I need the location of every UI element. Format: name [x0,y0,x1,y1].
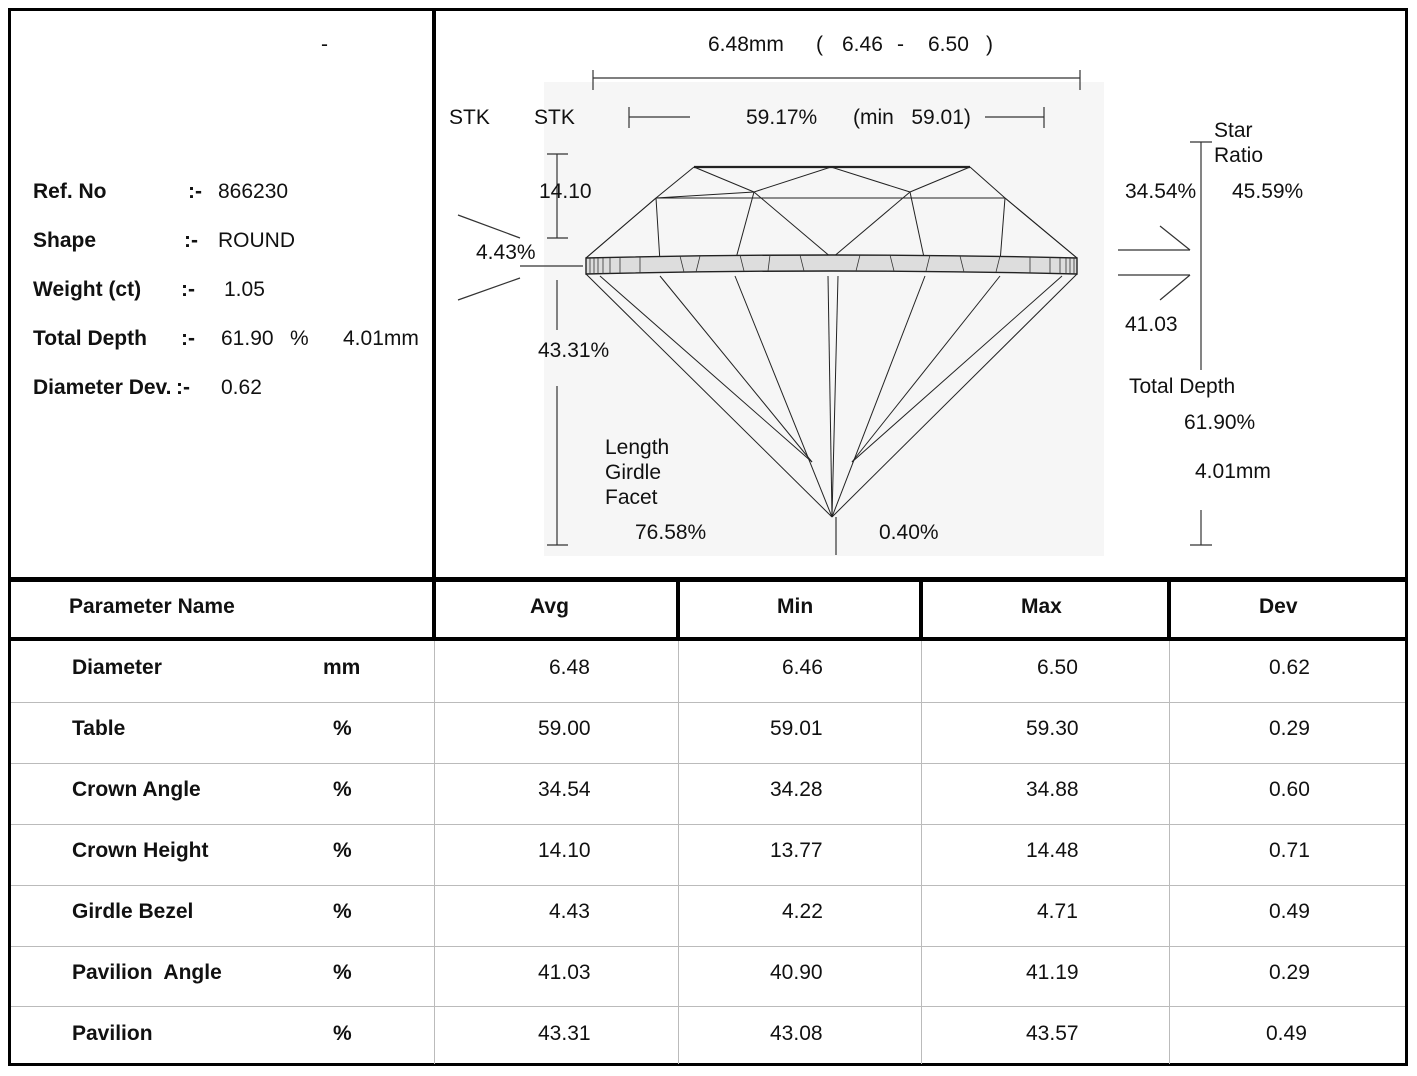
ref-no-sep: :- [188,180,202,203]
row-min: 34.28 [770,778,823,801]
row-avg: 34.54 [538,778,591,801]
row-avg: 59.00 [538,717,591,740]
row-max: 6.50 [1037,656,1078,679]
row-min: 13.77 [770,839,823,862]
lgf-value: 76.58% [635,521,707,544]
row-min: 40.90 [770,961,823,984]
table-min: (min 59.01) [853,106,971,129]
row-avg: 6.48 [549,656,590,679]
total-depth-diagram-pct: 61.90% [1184,411,1256,434]
diameter-dev-sep: :- [176,376,190,399]
row-name: Pavilion [72,1022,153,1045]
ratio-label: Ratio [1214,144,1264,167]
row-min: 43.08 [770,1022,823,1045]
diameter-range-dash: - [897,33,904,56]
row-name: Crown Angle [72,778,201,801]
row-unit: % [333,717,352,740]
star-ratio-value: 45.59% [1232,180,1304,203]
row-dev: 0.49 [1269,900,1310,923]
row-unit: % [333,839,352,862]
total-depth-diagram-mm: 4.01mm [1195,460,1271,483]
crown-angle-value: 34.54% [1125,180,1197,203]
total-depth-unit: % [290,327,309,350]
header-dev: Dev [1259,595,1298,618]
row-max: 14.48 [1026,839,1079,862]
total-depth-label: Total Depth [33,327,147,350]
pavilion-depth-value: 43.31% [538,339,610,362]
diagram-background [544,82,1104,556]
top-divider [432,8,436,582]
weight-sep: :- [181,278,195,301]
ref-no-value: 866230 [218,180,289,203]
header-avg: Avg [530,595,569,618]
row-name: Pavilion Angle [72,961,222,984]
row-max: 34.88 [1026,778,1079,801]
row-max: 43.57 [1026,1022,1079,1045]
row-max: 59.30 [1026,717,1079,740]
header-max: Max [1021,595,1062,618]
diameter-close-paren: ) [986,33,993,56]
row-dev: 0.29 [1269,961,1310,984]
header-min: Min [777,595,814,618]
shape-value: ROUND [218,229,295,252]
total-depth-value: 61.90 [221,327,274,350]
weight-value: 1.05 [224,278,265,301]
shape-sep: :- [184,229,198,252]
lgf-label-length: Length [605,436,670,459]
stk-left-label: STK [449,106,490,129]
crown-height-value: 14.10 [539,180,592,203]
row-name: Table [72,717,126,740]
report-frame [8,8,1408,1066]
row-unit: % [333,1022,352,1045]
row-unit: % [333,778,352,801]
row-max: 4.71 [1037,900,1078,923]
row-unit: % [333,900,352,923]
row-name: Girdle Bezel [72,900,194,923]
lgf-label-girdle: Girdle [605,461,662,484]
row-avg: 41.03 [538,961,591,984]
lgf-label-facet: Facet [605,486,658,509]
row-min: 59.01 [770,717,823,740]
row-dev: 0.49 [1266,1022,1307,1045]
row-dev: 0.29 [1269,717,1310,740]
total-depth-sep: :- [181,327,195,350]
ref-no-label: Ref. No [33,180,107,203]
header-row-divider [8,637,1408,641]
row-dev: 0.71 [1269,839,1310,862]
row-avg: 4.43 [549,900,590,923]
header-parameter-name: Parameter Name [69,595,235,618]
row-dev: 0.62 [1269,656,1310,679]
row-dev: 0.60 [1269,778,1310,801]
row-min: 4.22 [782,900,823,923]
diameter-value: 6.48mm [708,33,784,56]
row-unit: mm [323,656,361,679]
shape-label: Shape [33,229,97,252]
row-name: Crown Height [72,839,209,862]
diameter-min: 6.46 [842,33,883,56]
weight-label: Weight (ct) [33,278,142,301]
stk-right-label: STK [534,106,575,129]
girdle-value: 4.43% [476,241,536,264]
diameter-dev-label: Diameter Dev. [33,376,172,399]
girdle-hatching [589,254,1075,274]
culet-value: 0.40% [879,521,939,544]
diameter-open-paren: ( [816,33,823,56]
diameter-max: 6.50 [928,33,969,56]
header-dash: - [321,33,328,56]
diameter-dev-value: 0.62 [221,376,262,399]
row-min: 6.46 [782,656,823,679]
pavilion-angle-value: 41.03 [1125,313,1178,336]
diamond-profile [585,165,1078,518]
row-avg: 14.10 [538,839,591,862]
row-max: 41.19 [1026,961,1079,984]
total-depth-mm: 4.01mm [343,327,419,350]
row-avg: 43.31 [538,1022,591,1045]
row-name: Diameter [72,656,162,679]
star-label: Star [1214,119,1253,142]
table-pct: 59.17% [746,106,818,129]
total-depth-diagram-label: Total Depth [1129,375,1236,398]
section-divider [8,577,1408,582]
row-unit: % [333,961,352,984]
